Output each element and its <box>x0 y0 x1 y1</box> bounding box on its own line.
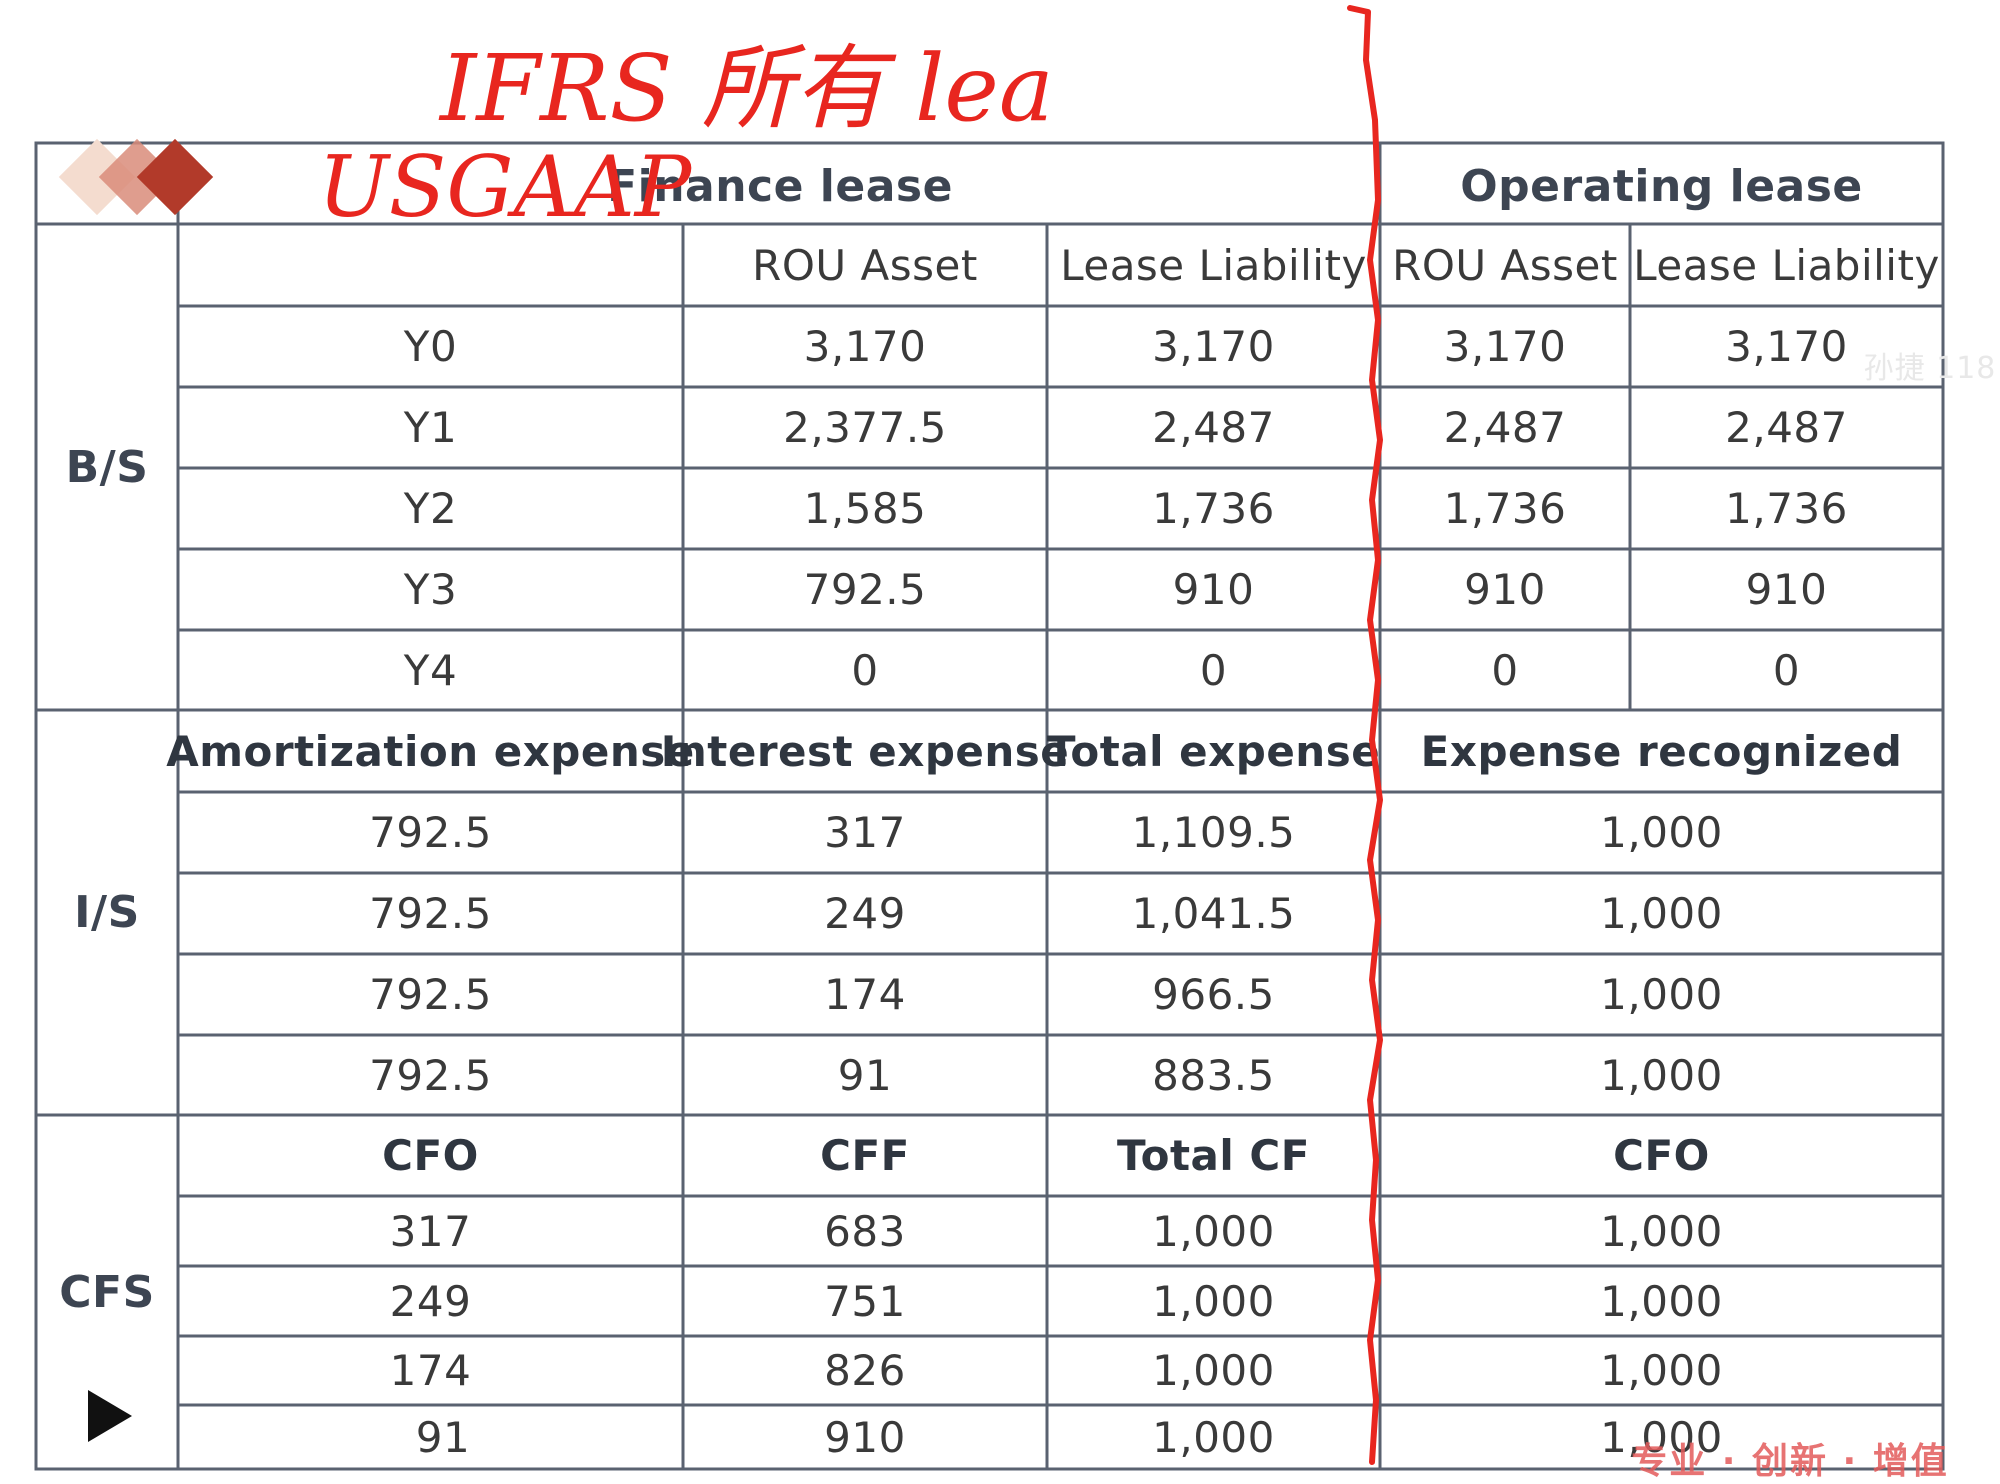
cfs-op-cfo-cell: 1,000 <box>1600 1276 1723 1326</box>
cfs-cff-cell: 751 <box>824 1276 906 1326</box>
bs-op-rou-cell: 2,487 <box>1443 403 1567 452</box>
bs-year-cell: Y0 <box>403 322 458 371</box>
is-recognized-cell: 1,000 <box>1600 889 1723 938</box>
is-interest-cell: 317 <box>824 808 906 857</box>
operating-lease-header: Operating lease <box>1460 160 1863 212</box>
bs-fin-rou-cell: 0 <box>851 645 879 695</box>
bs-year-cell: Y4 <box>403 645 458 695</box>
is-total-cell: 1,109.5 <box>1131 808 1296 857</box>
is-header-total: Total expense <box>1046 726 1381 776</box>
is-total-cell: 1,041.5 <box>1131 889 1296 938</box>
is-amort-cell: 792.5 <box>369 970 492 1019</box>
bs-op-rou-cell: 1,736 <box>1443 484 1567 533</box>
ink-divider-line <box>1347 5 1383 1465</box>
is-interest-cell: 91 <box>837 1050 893 1100</box>
cfs-header-cff: CFF <box>820 1131 910 1180</box>
finance-lease-header: Finance lease <box>607 160 953 212</box>
is-amort-cell: 792.5 <box>369 1050 492 1100</box>
cfs-cfo-cell: 174 <box>389 1346 472 1395</box>
bs-op-liab-cell: 3,170 <box>1725 322 1848 371</box>
cfs-header-cfo: CFO <box>382 1131 479 1180</box>
bs-fin-liab-cell: 0 <box>1199 645 1228 695</box>
cfs-cfo-cell: 249 <box>389 1276 472 1326</box>
bs-header-fin-rou: ROU Asset <box>752 240 978 290</box>
cfs-op-cfo-cell: 1,000 <box>1600 1206 1723 1256</box>
bs-fin-rou-cell: 792.5 <box>803 565 927 614</box>
is-recognized-cell: 1,000 <box>1600 970 1723 1019</box>
bs-header-op-rou: ROU Asset <box>1392 240 1618 290</box>
ink-usgaap-note: USGAAP <box>318 138 693 236</box>
is-recognized-cell: 1,000 <box>1600 1050 1723 1100</box>
table-border <box>34 141 1945 1471</box>
is-header-recognized: Expense recognized <box>1420 726 1903 776</box>
cfs-cfo-cell: 91 <box>415 1412 471 1462</box>
bs-fin-liab-cell: 1,736 <box>1152 484 1275 533</box>
bs-year-cell: Y2 <box>403 484 458 533</box>
is-total-cell: 883.5 <box>1152 1050 1275 1100</box>
bs-year-cell: Y3 <box>403 565 458 614</box>
bs-fin-rou-cell: 1,585 <box>803 484 927 533</box>
cfs-total-cell: 1,000 <box>1152 1276 1275 1326</box>
bs-op-rou-cell: 3,170 <box>1443 322 1567 371</box>
cfs-total-cell: 1,000 <box>1152 1412 1275 1462</box>
is-section-label: I/S <box>74 887 140 938</box>
cfs-total-cell: 1,000 <box>1152 1346 1275 1395</box>
bs-op-liab-cell: 910 <box>1745 565 1828 614</box>
cfs-total-cell: 1,000 <box>1152 1206 1275 1256</box>
is-amort-cell: 792.5 <box>369 808 492 857</box>
bs-header-fin-liability: Lease Liability <box>1060 240 1367 290</box>
is-header-interest: Interest expense <box>660 726 1070 776</box>
is-interest-cell: 174 <box>824 970 906 1019</box>
cfs-op-cfo-cell: 1,000 <box>1600 1412 1723 1462</box>
play-icon <box>88 1390 132 1442</box>
bs-header-op-liability: Lease Liability <box>1633 240 1940 290</box>
cfs-cff-cell: 910 <box>824 1412 906 1462</box>
is-recognized-cell: 1,000 <box>1600 808 1723 857</box>
cfs-header-op-cfo: CFO <box>1613 1131 1710 1180</box>
bs-op-rou-cell: 0 <box>1491 645 1519 695</box>
bs-op-liab-cell: 1,736 <box>1725 484 1848 533</box>
bs-fin-liab-cell: 2,487 <box>1152 403 1275 452</box>
bs-fin-liab-cell: 910 <box>1172 565 1255 614</box>
cfs-op-cfo-cell: 1,000 <box>1600 1346 1723 1395</box>
is-total-cell: 966.5 <box>1152 970 1275 1019</box>
cfs-cff-cell: 826 <box>824 1346 906 1395</box>
is-amort-cell: 792.5 <box>369 889 492 938</box>
cfs-cfo-cell: 317 <box>389 1206 472 1256</box>
bs-year-cell: Y1 <box>403 403 458 452</box>
watermark-text: 孙捷 118 <box>1863 351 1997 386</box>
brand-slogan: 专业 · 创新 · 增值 <box>1631 1441 1949 1482</box>
cfs-section-label: CFS <box>59 1266 155 1318</box>
play-button[interactable] <box>60 1370 150 1460</box>
is-header-amortization: Amortization expense <box>166 726 695 776</box>
bs-op-rou-cell: 910 <box>1464 565 1546 614</box>
bs-fin-liab-cell: 3,170 <box>1152 322 1275 371</box>
bs-op-liab-cell: 2,487 <box>1725 403 1848 452</box>
bs-section-label: B/S <box>65 441 149 493</box>
cfs-cff-cell: 683 <box>824 1206 906 1256</box>
cfs-header-total: Total CF <box>1117 1131 1310 1180</box>
ink-ifrs-note: IFRS 所有 lea <box>438 35 1054 142</box>
bs-op-liab-cell: 0 <box>1772 645 1801 695</box>
bs-fin-rou-cell: 3,170 <box>803 322 927 371</box>
bs-fin-rou-cell: 2,377.5 <box>783 403 947 452</box>
is-interest-cell: 249 <box>824 889 906 938</box>
